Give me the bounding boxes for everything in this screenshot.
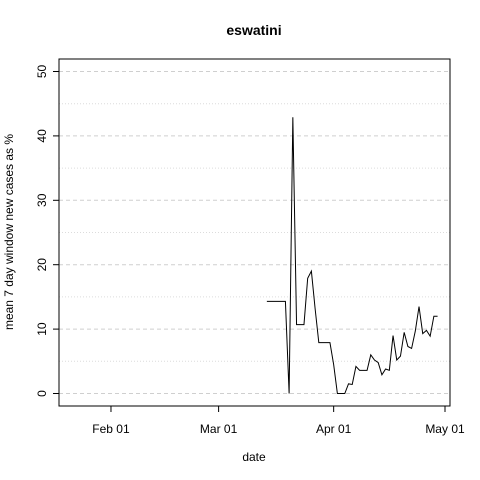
y-axis-label: mean 7 day window new cases as % bbox=[2, 134, 16, 330]
x-tick-label: Feb 01 bbox=[92, 422, 130, 436]
plot-frame bbox=[58, 58, 451, 407]
x-tick-label: Apr 01 bbox=[316, 422, 352, 436]
y-axis: 0 10 20 30 40 50 bbox=[35, 65, 59, 397]
series-group bbox=[266, 117, 438, 394]
y-tick-label: 50 bbox=[35, 65, 49, 79]
y-tick-label: 20 bbox=[35, 258, 49, 272]
y-tick-label: 0 bbox=[35, 390, 49, 397]
y-tick-label: 30 bbox=[35, 193, 49, 207]
series-line bbox=[266, 117, 438, 394]
x-tick-label: Mar 01 bbox=[200, 422, 238, 436]
x-tick-label: May 01 bbox=[425, 422, 465, 436]
x-axis-label: date bbox=[242, 450, 266, 464]
chart-title: eswatini bbox=[226, 22, 281, 38]
grid-lines bbox=[59, 71, 450, 394]
y-tick-label: 40 bbox=[35, 129, 49, 143]
y-tick-label: 10 bbox=[35, 322, 49, 336]
x-axis: Feb 01 Mar 01 Apr 01 May 01 bbox=[92, 405, 465, 436]
